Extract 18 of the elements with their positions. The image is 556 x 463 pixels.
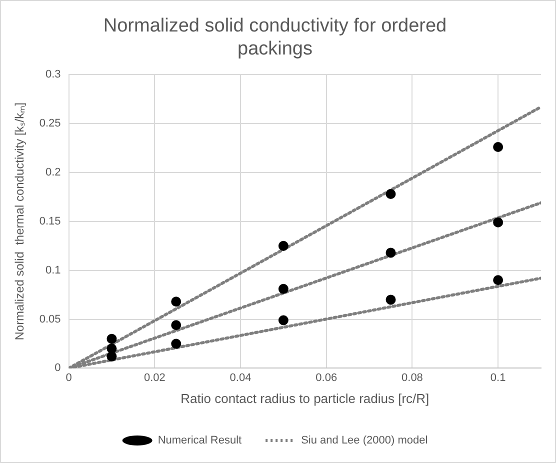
x-tick-label: 0.1 <box>490 372 506 384</box>
x-tick-label: 0.02 <box>144 372 166 384</box>
y-tick-label: 0.05 <box>39 313 61 326</box>
chart-title: Normalized solid conductivity for ordered packings <box>103 16 447 60</box>
legend-label: Numerical Result <box>158 434 242 447</box>
legend-label: Siu and Lee (2000) model <box>301 434 428 447</box>
y-tick-label: 0.25 <box>39 118 61 130</box>
y-axis-title: Normalized solid thermal conductivity [kₛ/kₘ] <box>12 102 27 340</box>
x-tick-label: 0.08 <box>402 372 423 384</box>
y-tick-label: 0 <box>54 362 61 374</box>
x-axis-title: Ratio contact radius to particle radius [rc/R] <box>180 390 430 406</box>
x-tick-label: 0 <box>66 372 72 384</box>
x-tick-label: 0.04 <box>230 372 252 384</box>
y-tick-label: 0.2 <box>46 166 61 178</box>
y-tick-label: 0.3 <box>46 68 61 81</box>
y-tick-label: 0.1 <box>46 264 61 276</box>
x-tick-label: 0.06 <box>316 372 338 384</box>
y-tick-label: 0.15 <box>39 215 61 228</box>
